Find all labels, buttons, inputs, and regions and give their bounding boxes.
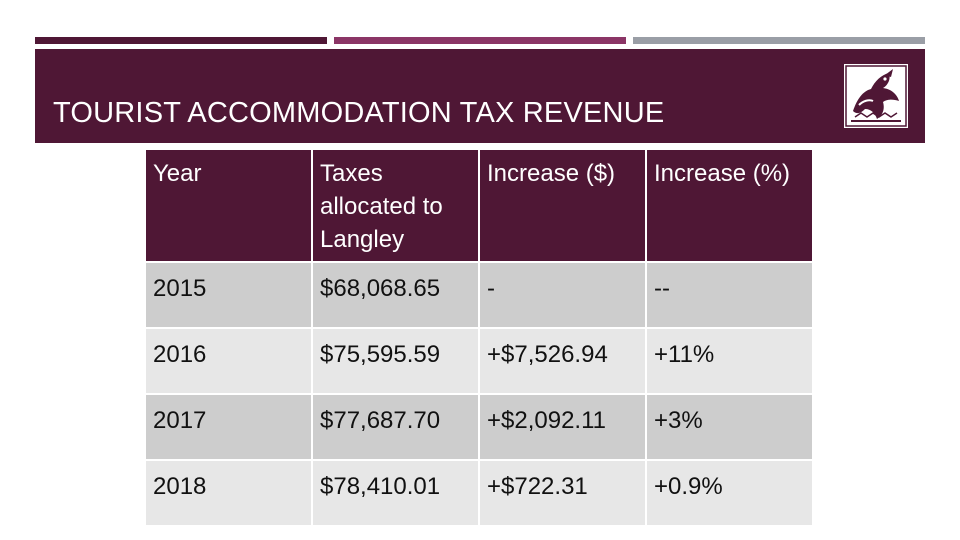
heraldic-bird-logo-icon — [841, 61, 911, 131]
cell-year: 2016 — [146, 329, 313, 395]
slide-title: TOURIST ACCOMMODATION TAX REVENUE — [53, 97, 665, 129]
table-row: 2016 $75,595.59 +$7,526.94 +11% — [146, 329, 814, 395]
table-header-row: Year Taxes allocated to Langley Increase… — [146, 150, 814, 263]
header-year: Year — [146, 150, 313, 263]
title-band: TOURIST ACCOMMODATION TAX REVENUE — [35, 49, 925, 143]
table-row: 2018 $78,410.01 +$722.31 +0.9% — [146, 461, 814, 527]
cell-increase-percent: +11% — [647, 329, 814, 395]
cell-increase-dollars: +$7,526.94 — [480, 329, 647, 395]
cell-taxes: $68,068.65 — [313, 263, 480, 329]
cell-increase-percent: -- — [647, 263, 814, 329]
cell-increase-percent: +3% — [647, 395, 814, 461]
cell-taxes: $77,687.70 — [313, 395, 480, 461]
table-row: 2015 $68,068.65 - -- — [146, 263, 814, 329]
accent-bar-middle — [334, 37, 626, 44]
cell-increase-dollars: - — [480, 263, 647, 329]
header-increase-percent: Increase (%) — [647, 150, 814, 263]
cell-year: 2018 — [146, 461, 313, 527]
header-taxes-allocated: Taxes allocated to Langley — [313, 150, 480, 263]
accent-bar-right — [633, 37, 925, 44]
cell-increase-percent: +0.9% — [647, 461, 814, 527]
cell-taxes: $75,595.59 — [313, 329, 480, 395]
cell-year: 2015 — [146, 263, 313, 329]
header-increase-dollars: Increase ($) — [480, 150, 647, 263]
cell-year: 2017 — [146, 395, 313, 461]
table-row: 2017 $77,687.70 +$2,092.11 +3% — [146, 395, 814, 461]
revenue-table: Year Taxes allocated to Langley Increase… — [146, 150, 814, 527]
cell-taxes: $78,410.01 — [313, 461, 480, 527]
cell-increase-dollars: +$2,092.11 — [480, 395, 647, 461]
accent-bar-left — [35, 37, 327, 44]
cell-increase-dollars: +$722.31 — [480, 461, 647, 527]
